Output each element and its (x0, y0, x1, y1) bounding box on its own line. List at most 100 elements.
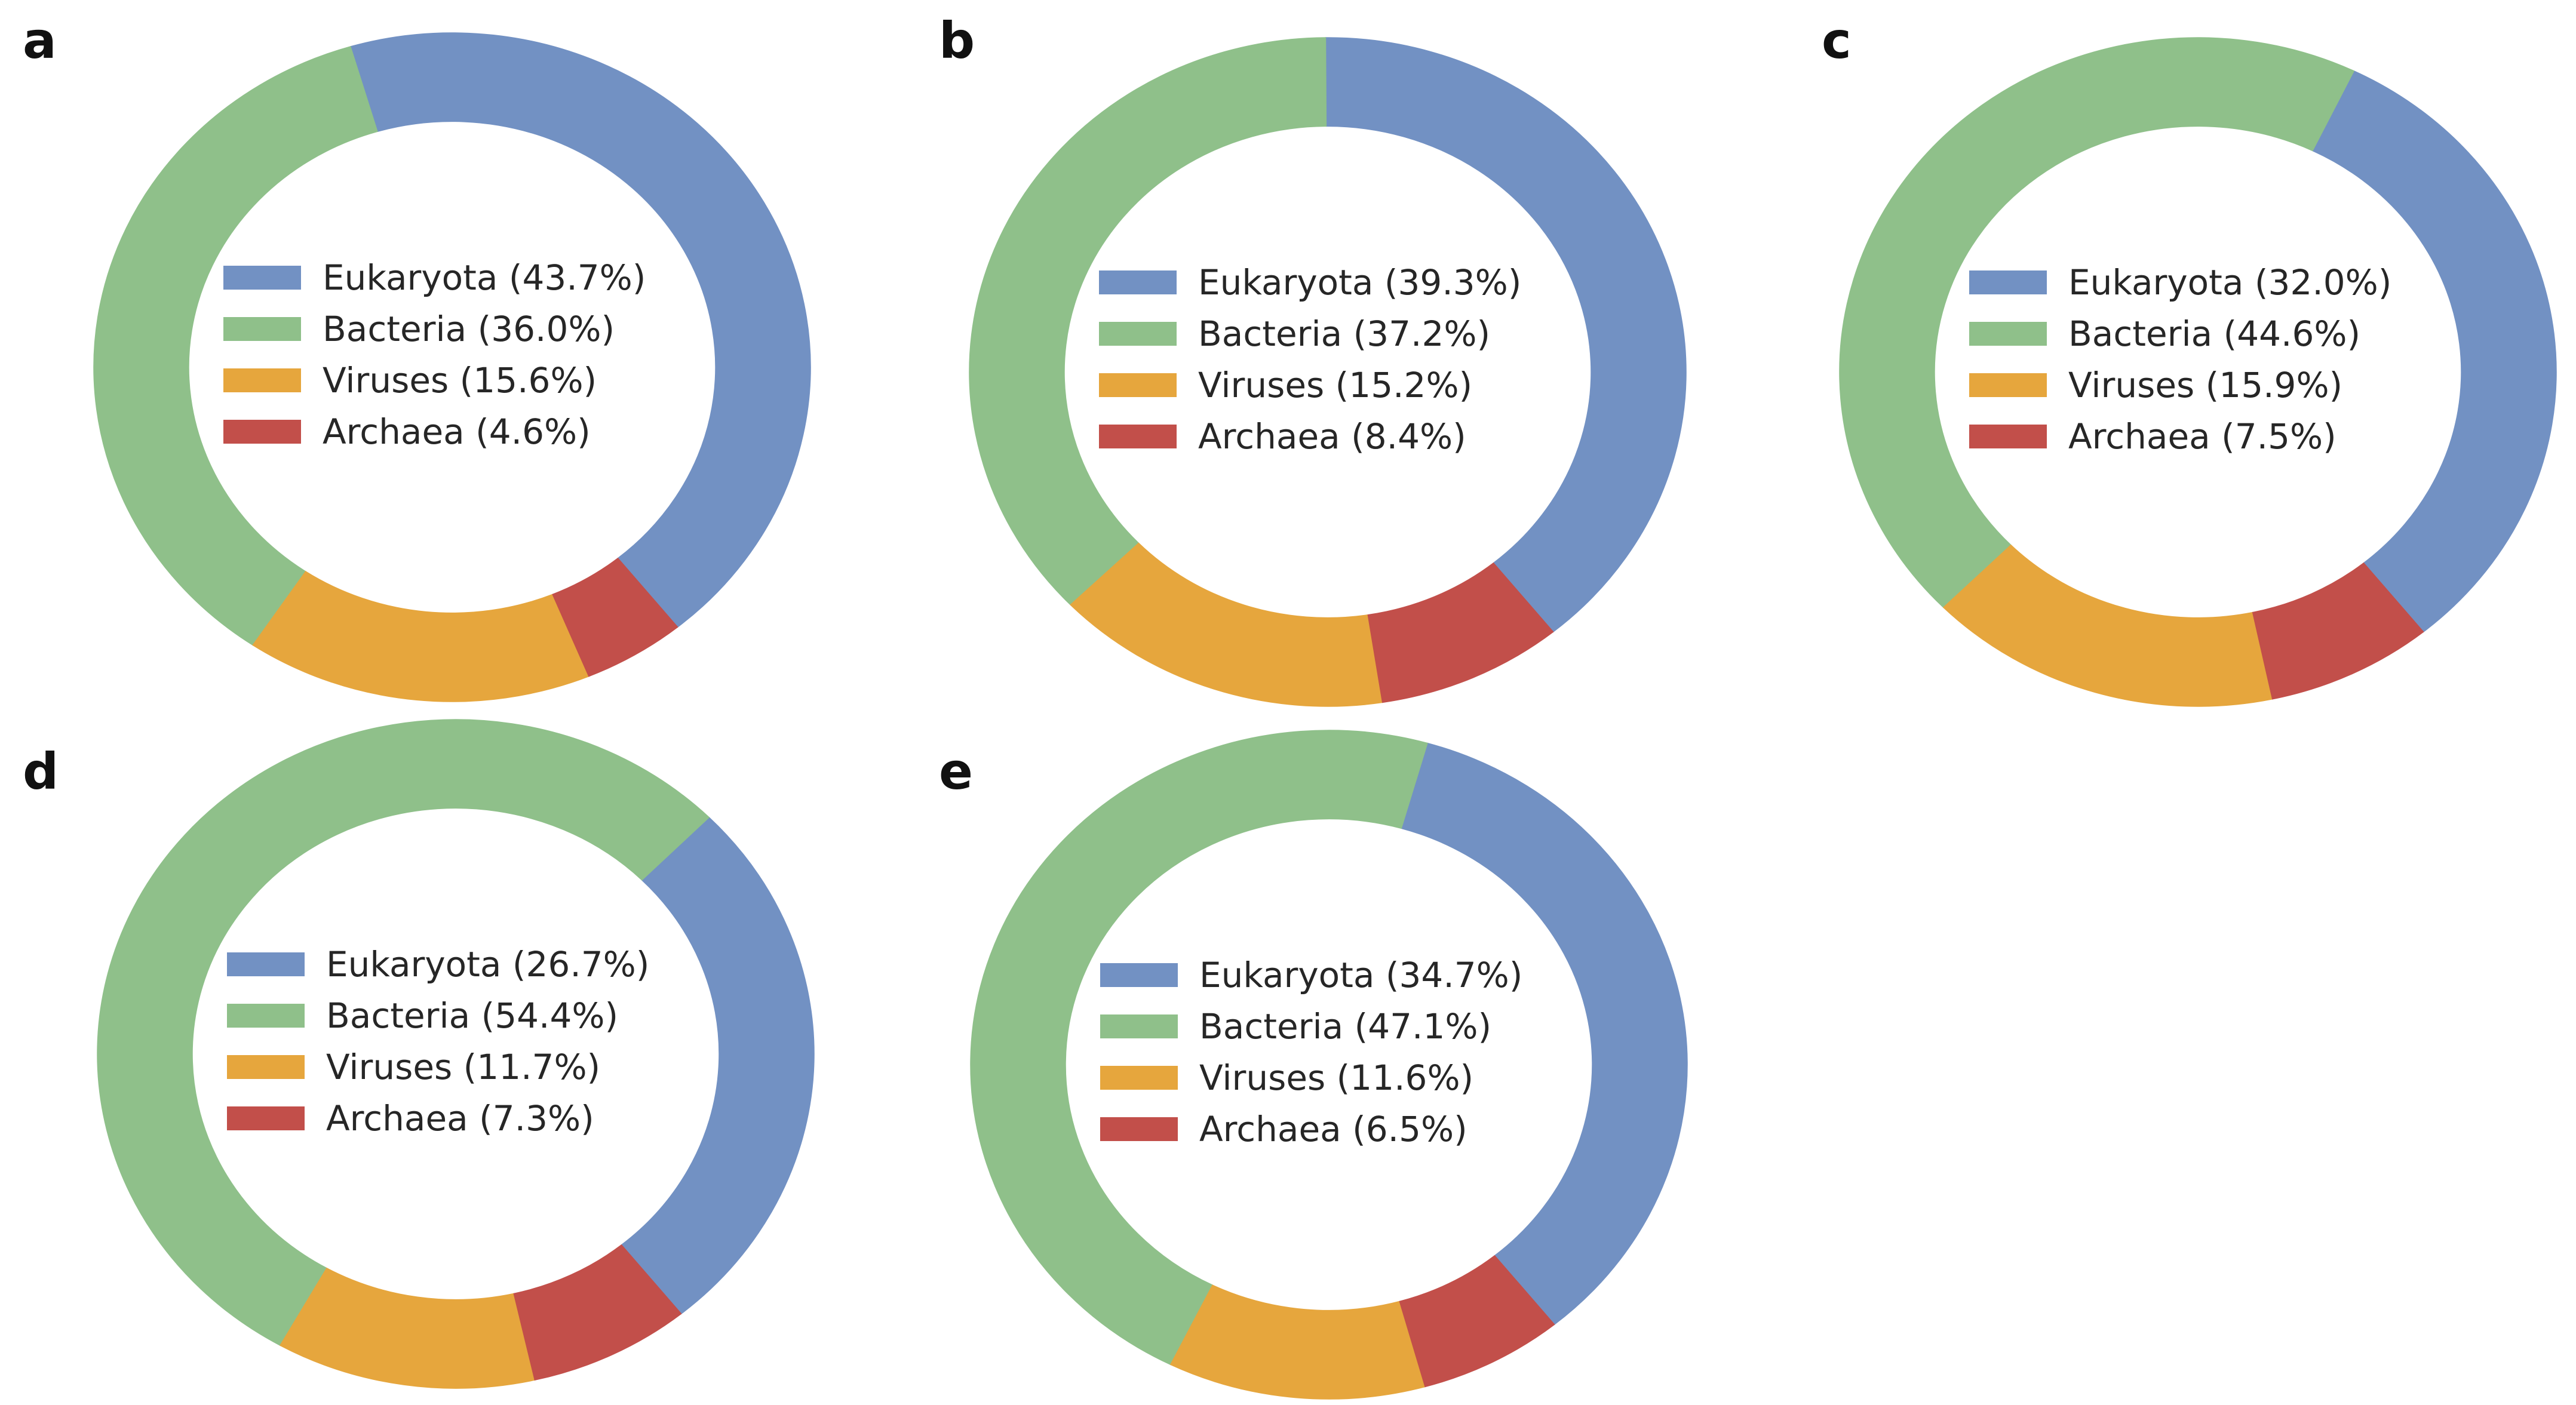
legend-swatch-eukaryota (1100, 963, 1178, 987)
legend-label-viruses: Viruses (15.2%) (1198, 365, 1473, 405)
legend-label-viruses: Viruses (11.6%) (1199, 1057, 1474, 1098)
legend-swatch-bacteria (227, 1004, 305, 1028)
panel-letter-c: c (1822, 11, 1852, 70)
panel-letter-b: b (939, 11, 975, 70)
legend-c: Eukaryota (32.0%) Bacteria (44.6%) Virus… (1969, 257, 2391, 462)
legend-item-archaea: Archaea (7.3%) (227, 1093, 649, 1144)
legend-item-bacteria: Bacteria (44.6%) (1969, 308, 2391, 359)
wedge-bacteria (1839, 37, 2355, 608)
legend-swatch-eukaryota (227, 952, 305, 976)
legend-item-archaea: Archaea (8.4%) (1099, 411, 1521, 462)
donut-wedges (970, 730, 1688, 1400)
panel-letter-e: e (939, 742, 973, 801)
legend-label-viruses: Viruses (11.7%) (326, 1047, 601, 1087)
panel-b: Eukaryota (39.3%) Bacteria (37.2%) Virus… (966, 35, 1692, 712)
legend-swatch-archaea (1100, 1117, 1178, 1141)
panel-c: Eukaryota (32.0%) Bacteria (44.6%) Virus… (1837, 35, 2562, 712)
legend-item-bacteria: Bacteria (54.4%) (227, 990, 649, 1041)
donut-wedges (93, 32, 811, 702)
donut-chart-d (97, 719, 815, 1389)
wedge-viruses (252, 571, 589, 702)
panel-d: Eukaryota (26.7%) Bacteria (54.4%) Virus… (94, 717, 820, 1394)
legend-item-eukaryota: Eukaryota (26.7%) (227, 939, 649, 990)
legend-label-eukaryota: Eukaryota (26.7%) (326, 944, 650, 985)
donut-wedges (97, 719, 815, 1389)
donut-chart-a (93, 32, 811, 702)
legend-label-archaea: Archaea (8.4%) (1198, 416, 1466, 457)
legend-item-bacteria: Bacteria (37.2%) (1099, 308, 1521, 359)
legend-item-eukaryota: Eukaryota (32.0%) (1969, 257, 2391, 308)
legend-label-bacteria: Bacteria (47.1%) (1199, 1006, 1492, 1047)
wedge-eukaryota (621, 816, 815, 1315)
legend-label-eukaryota: Eukaryota (32.0%) (2068, 262, 2392, 303)
legend-label-eukaryota: Eukaryota (34.7%) (1199, 955, 1523, 995)
wedge-viruses (280, 1267, 536, 1389)
wedge-eukaryota (349, 32, 811, 628)
legend-label-bacteria: Bacteria (54.4%) (326, 995, 619, 1036)
wedge-eukaryota (1325, 37, 1687, 633)
wedge-bacteria (93, 46, 378, 646)
legend-label-bacteria: Bacteria (44.6%) (2068, 313, 2361, 354)
legend-a: Eukaryota (43.7%) Bacteria (36.0%) Virus… (223, 252, 646, 457)
legend-label-archaea: Archaea (7.3%) (326, 1098, 594, 1139)
legend-item-viruses: Viruses (11.6%) (1100, 1052, 1522, 1103)
wedge-viruses (1169, 1284, 1426, 1400)
legend-item-eukaryota: Eukaryota (39.3%) (1099, 257, 1521, 308)
legend-swatch-viruses (1969, 373, 2047, 397)
donut-chart-e (970, 730, 1688, 1400)
wedge-bacteria (97, 719, 710, 1346)
legend-swatch-bacteria (1969, 322, 2047, 346)
legend-item-archaea: Archaea (7.5%) (1969, 411, 2391, 462)
legend-label-archaea: Archaea (7.5%) (2068, 416, 2336, 457)
legend-swatch-viruses (223, 368, 301, 392)
wedge-archaea (513, 1244, 682, 1381)
legend-d: Eukaryota (26.7%) Bacteria (54.4%) Virus… (227, 939, 649, 1144)
legend-item-bacteria: Bacteria (36.0%) (223, 303, 646, 355)
panel-a: Eukaryota (43.7%) Bacteria (36.0%) Virus… (91, 30, 816, 708)
donut-wedges (1839, 37, 2557, 707)
legend-swatch-eukaryota (1969, 270, 2047, 294)
legend-e: Eukaryota (34.7%) Bacteria (47.1%) Virus… (1100, 949, 1522, 1155)
wedge-archaea (552, 557, 678, 677)
legend-label-archaea: Archaea (4.6%) (323, 411, 591, 452)
legend-swatch-bacteria (1100, 1014, 1178, 1038)
wedge-bacteria (970, 730, 1428, 1366)
wedge-viruses (1070, 542, 1383, 707)
legend-swatch-archaea (227, 1106, 305, 1130)
legend-item-eukaryota: Eukaryota (43.7%) (223, 252, 646, 303)
legend-item-bacteria: Bacteria (47.1%) (1100, 1001, 1522, 1052)
wedge-eukaryota (2311, 70, 2557, 633)
panel-letter-d: d (23, 742, 59, 801)
wedge-bacteria (969, 37, 1327, 605)
legend-swatch-viruses (1099, 373, 1177, 397)
legend-swatch-archaea (223, 420, 301, 444)
legend-swatch-archaea (1099, 425, 1177, 448)
legend-item-viruses: Viruses (11.7%) (227, 1041, 649, 1093)
legend-item-viruses: Viruses (15.6%) (223, 355, 646, 406)
legend-item-eukaryota: Eukaryota (34.7%) (1100, 949, 1522, 1001)
legend-swatch-bacteria (1099, 322, 1177, 346)
legend-swatch-eukaryota (1099, 270, 1177, 294)
donut-wedges (969, 37, 1687, 707)
legend-item-viruses: Viruses (15.2%) (1099, 359, 1521, 411)
legend-label-archaea: Archaea (6.5%) (1199, 1109, 1467, 1149)
legend-swatch-eukaryota (223, 266, 301, 290)
legend-swatch-bacteria (223, 317, 301, 341)
donut-chart-b (969, 37, 1687, 707)
wedge-eukaryota (1401, 742, 1688, 1326)
panel-e: Eukaryota (34.7%) Bacteria (47.1%) Virus… (968, 727, 1693, 1405)
legend-label-viruses: Viruses (15.6%) (323, 360, 597, 401)
wedge-archaea (1367, 562, 1554, 703)
legend-label-bacteria: Bacteria (37.2%) (1198, 313, 1491, 354)
legend-swatch-archaea (1969, 425, 2047, 448)
wedge-archaea (1399, 1255, 1555, 1388)
donut-chart-c (1839, 37, 2557, 707)
legend-item-archaea: Archaea (6.5%) (1100, 1103, 1522, 1155)
legend-label-eukaryota: Eukaryota (39.3%) (1198, 262, 1522, 303)
legend-swatch-viruses (227, 1055, 305, 1079)
legend-label-bacteria: Bacteria (36.0%) (323, 309, 615, 349)
legend-label-eukaryota: Eukaryota (43.7%) (323, 257, 646, 298)
legend-item-viruses: Viruses (15.9%) (1969, 359, 2391, 411)
legend-label-viruses: Viruses (15.9%) (2068, 365, 2343, 405)
legend-b: Eukaryota (39.3%) Bacteria (37.2%) Virus… (1099, 257, 1521, 462)
